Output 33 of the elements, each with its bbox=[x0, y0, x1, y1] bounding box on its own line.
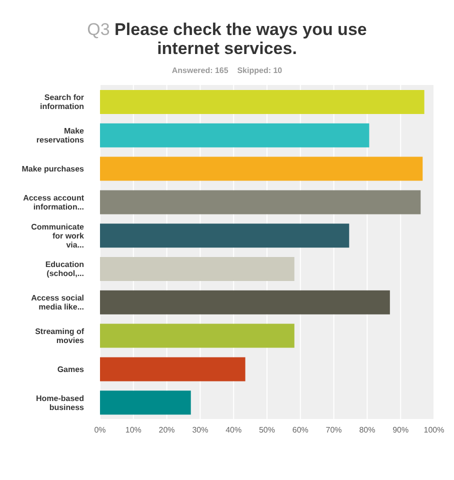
x-tick-label: 10% bbox=[125, 426, 142, 435]
x-tick-label: 50% bbox=[258, 426, 276, 435]
bar bbox=[100, 90, 424, 114]
x-tick-label: 30% bbox=[192, 426, 208, 435]
y-tick-label: Education (school,... bbox=[45, 260, 84, 278]
x-tick-label: 60% bbox=[292, 426, 308, 435]
y-tick-label: Search for information bbox=[40, 93, 84, 112]
bar bbox=[100, 324, 294, 348]
bar bbox=[100, 190, 421, 214]
bar bbox=[100, 156, 423, 181]
y-tick-label: Access social media like... bbox=[31, 294, 84, 312]
bar bbox=[100, 390, 191, 415]
bar bbox=[100, 357, 246, 382]
bar bbox=[100, 123, 370, 148]
chart-subtitle: Answered: 165 Skipped: 10 bbox=[170, 66, 284, 75]
x-tick-label: 100% bbox=[424, 426, 444, 435]
bar bbox=[100, 257, 294, 281]
bar bbox=[100, 224, 350, 248]
bar bbox=[100, 290, 390, 314]
y-tick-label: Home-based business bbox=[36, 394, 85, 412]
y-tick-label: Make reservations bbox=[36, 126, 85, 145]
x-tick-label: 20% bbox=[158, 426, 175, 435]
x-tick-label: 80% bbox=[359, 426, 376, 435]
x-tick-label: 40% bbox=[226, 426, 242, 435]
x-tick-label: 0% bbox=[94, 426, 106, 435]
y-tick-label: Communicate for work via... bbox=[31, 222, 85, 250]
chart-title: Q3 Please check the ways you use internet services. bbox=[87, 20, 367, 58]
x-tick-label: 70% bbox=[326, 426, 342, 435]
y-tick-label: Games bbox=[57, 364, 85, 374]
y-tick-label: Make purchases bbox=[22, 164, 85, 174]
y-tick-label: Access account information... bbox=[23, 193, 84, 212]
y-tick-label: Streaming of movies bbox=[35, 327, 85, 345]
x-tick-label: 90% bbox=[392, 426, 409, 435]
